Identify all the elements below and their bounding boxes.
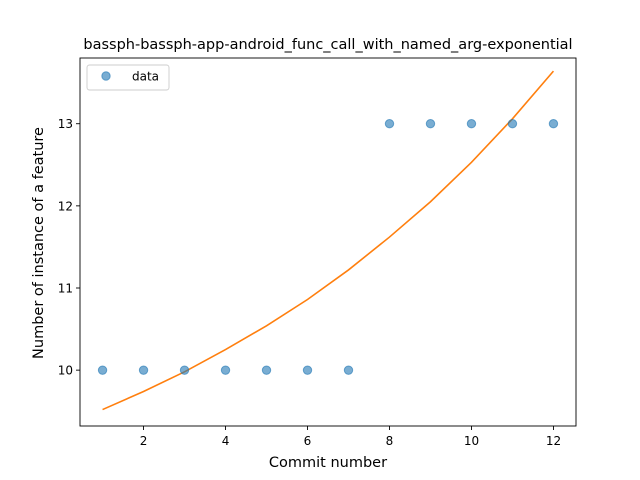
data-point bbox=[220, 365, 231, 375]
data-point bbox=[343, 365, 354, 375]
x-tick-label: 12 bbox=[546, 434, 561, 448]
data-point bbox=[261, 365, 272, 375]
x-axis-label: Commit number bbox=[269, 455, 387, 471]
y-tick-label: 10 bbox=[58, 364, 73, 378]
data-point bbox=[425, 119, 436, 129]
data-point bbox=[138, 365, 149, 375]
plot-area: 2 4 6 8 10 12 10 11 12 13 data bbox=[58, 57, 577, 448]
fit-line bbox=[102, 70, 555, 411]
y-axis-label: Number of instance of a feature bbox=[31, 127, 47, 359]
x-tick-label: 8 bbox=[386, 434, 394, 448]
data-point bbox=[302, 365, 313, 375]
legend: data bbox=[86, 64, 170, 91]
data-point bbox=[507, 119, 518, 129]
legend-marker bbox=[101, 71, 111, 81]
y-tick-label: 13 bbox=[58, 117, 73, 131]
x-tick-label: 6 bbox=[304, 434, 312, 448]
data-point bbox=[466, 119, 477, 129]
data-point bbox=[384, 119, 395, 129]
data-point bbox=[179, 365, 190, 375]
y-tick-label: 12 bbox=[58, 199, 73, 213]
axes-frame bbox=[79, 57, 577, 427]
x-tick-label: 2 bbox=[140, 434, 148, 448]
data-point bbox=[97, 365, 108, 375]
x-tick-label: 4 bbox=[222, 434, 230, 448]
legend-box bbox=[86, 64, 170, 91]
x-tick-label: 10 bbox=[464, 434, 479, 448]
legend-label: data bbox=[132, 70, 159, 84]
y-tick-label: 11 bbox=[58, 282, 73, 296]
chart-title: bassph-bassph-app-android_func_call_with… bbox=[83, 37, 572, 53]
data-point bbox=[548, 119, 559, 129]
